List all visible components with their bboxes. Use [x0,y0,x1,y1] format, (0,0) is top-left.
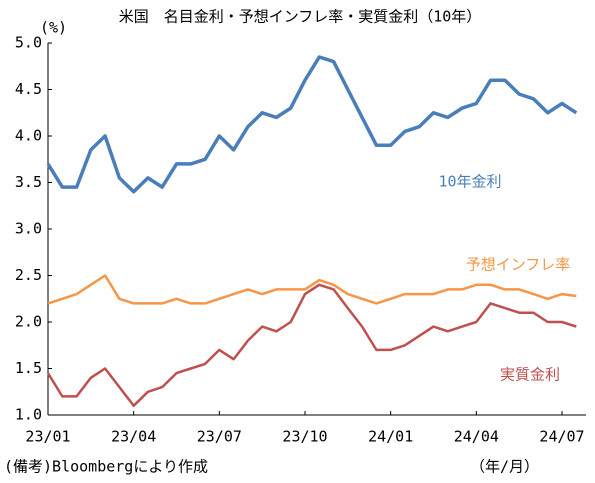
source-note: (備考)Bloombergにより作成 [4,458,208,476]
series-line [47,274,577,305]
x-tick-label: 23/04 [111,428,156,446]
series-label: 予想インフレ率 [466,256,571,274]
chart-title: 米国 名目金利・予想インフレ率・実質金利（10年） [119,8,482,26]
y-tick-label: 3.0 [15,220,42,238]
x-tick-label: 23/10 [282,428,327,446]
y-tick-label: 1.5 [15,359,42,377]
x-tick-label: 24/01 [368,428,413,446]
series-line [46,55,578,194]
y-tick-label: 2.5 [15,266,42,284]
series-label: 実質金利 [500,366,560,384]
x-tick-label: 24/04 [454,428,499,446]
x-tick-label: 23/01 [25,428,70,446]
x-tick-label: 24/07 [539,428,584,446]
x-tick-label: 23/07 [197,428,242,446]
series-line [46,283,577,407]
series-label: 10年金利 [438,173,501,191]
y-tick-label: 3.5 [15,173,42,191]
y-tick-label: 4.5 [15,80,42,98]
x-axis-label: （年/月） [470,458,539,476]
y-tick-label: 4.0 [15,127,42,145]
y-tick-label: 2.0 [15,313,42,331]
y-tick-label: 1.0 [15,406,42,424]
y-unit: (%) [40,19,67,37]
y-tick-label: 5.0 [15,34,42,52]
